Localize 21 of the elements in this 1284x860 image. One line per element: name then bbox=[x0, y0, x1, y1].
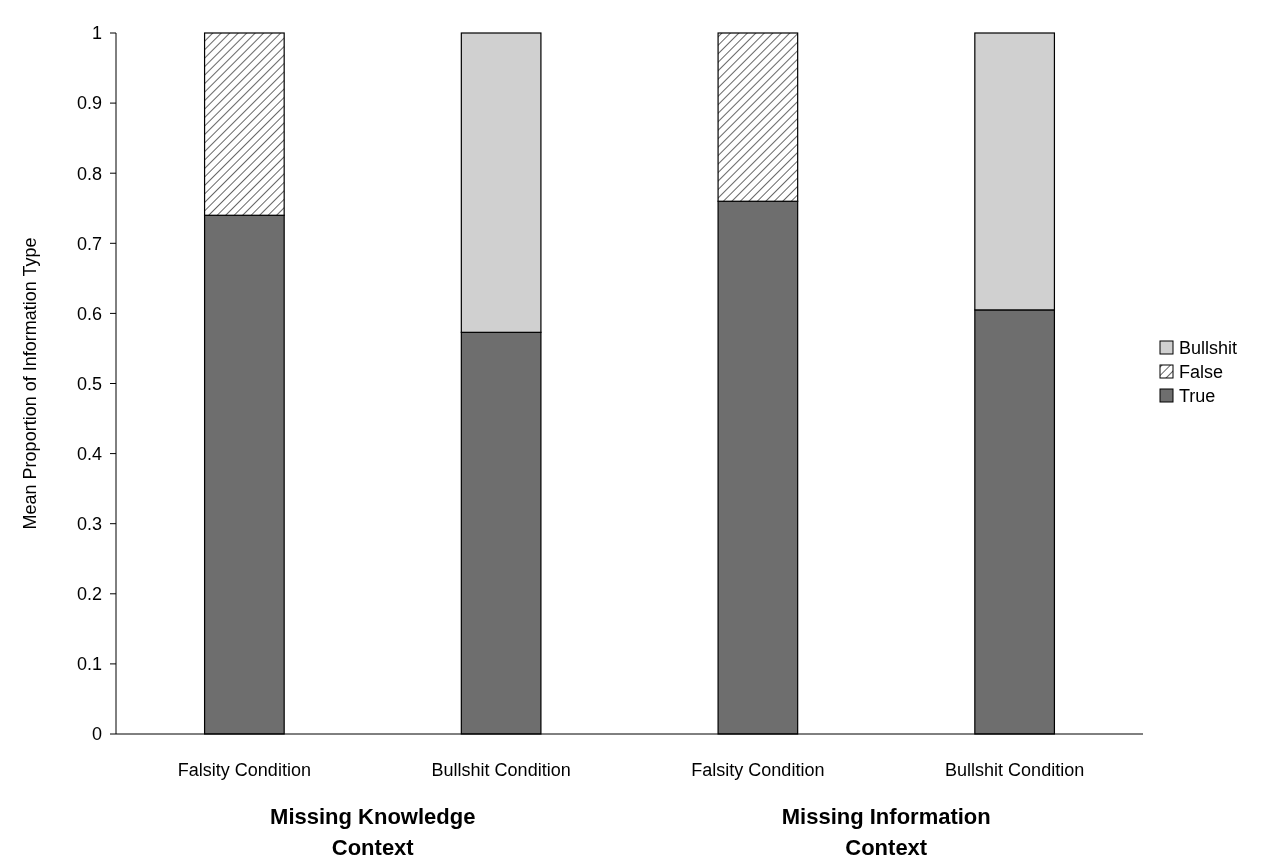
legend-label: False bbox=[1179, 362, 1224, 383]
x-tick-label: Bullshit Condition bbox=[945, 760, 1085, 780]
x-tick-label: Falsity Condition bbox=[691, 760, 825, 780]
y-tick-label: 0 bbox=[91, 724, 102, 745]
y-tick-label: 0.8 bbox=[76, 163, 102, 184]
text: Missing Knowledge Context bbox=[270, 804, 476, 860]
y-axis-title: Mean Proportion of Information Type bbox=[20, 237, 40, 530]
y-tick-label: 0.9 bbox=[76, 93, 102, 114]
legend-label: Bullshit bbox=[1179, 338, 1238, 359]
x-tick-label: Bullshit Condition bbox=[431, 760, 571, 780]
y-tick-label: 0.6 bbox=[76, 303, 102, 324]
y-tick-label: 1 bbox=[91, 23, 102, 44]
y-tick-label: 0.2 bbox=[76, 584, 102, 605]
y-tick-label: 0.4 bbox=[76, 443, 102, 464]
y-tick-label: 0.1 bbox=[76, 654, 102, 675]
y-tick-label: 0.5 bbox=[76, 373, 102, 394]
y-tick-label: 0.3 bbox=[76, 514, 102, 534]
y-tick-label: 0.7 bbox=[76, 233, 102, 254]
x-tick-label: Falsity Condition bbox=[177, 760, 311, 780]
text: Missing Information Context bbox=[781, 804, 991, 860]
legend-label: True bbox=[1179, 386, 1216, 407]
